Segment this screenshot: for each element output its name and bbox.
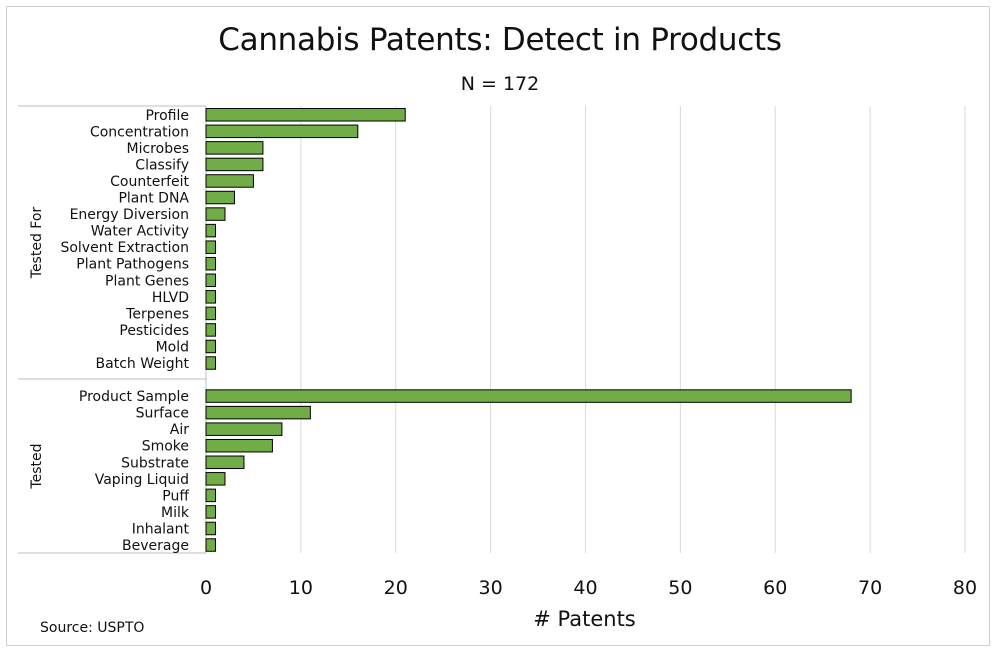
- chart-frame: [6, 6, 990, 646]
- x-tick-label: 80: [953, 577, 977, 599]
- x-tick-labels: 0 10 20 30 40 50 60 70 80: [200, 577, 977, 599]
- x-tick-label: 70: [858, 577, 882, 599]
- category-label: Vaping Liquid: [95, 472, 189, 488]
- bar: [205, 438, 273, 453]
- category-label: Surface: [136, 406, 189, 422]
- category-label: Substrate: [121, 455, 189, 471]
- category-label: Water Activity: [91, 224, 189, 240]
- bar: [205, 505, 216, 519]
- bar: [205, 240, 216, 254]
- bar: [205, 455, 245, 470]
- category-label: Milk: [161, 505, 190, 521]
- category-label: Beverage: [122, 538, 189, 554]
- category-label: Counterfeit: [110, 174, 189, 190]
- bar: [205, 389, 852, 403]
- bar: [205, 290, 216, 304]
- bar: [205, 273, 216, 288]
- category-label: Inhalant: [132, 521, 190, 537]
- category-labels: ProfileConcentrationMicrobesClassifyCoun…: [60, 108, 189, 554]
- bar: [205, 124, 359, 139]
- category-label: Pesticides: [119, 323, 189, 339]
- category-label: Puff: [162, 488, 189, 504]
- group-label: Tested For: [29, 207, 45, 280]
- bar: [205, 256, 216, 271]
- category-label: Plant DNA: [118, 191, 189, 207]
- bar: [205, 157, 264, 172]
- category-label: Concentration: [90, 124, 189, 140]
- bar: [205, 422, 283, 436]
- category-label: Plant Genes: [105, 273, 189, 289]
- category-label: Energy Diversion: [70, 207, 189, 223]
- bar: [205, 538, 216, 552]
- x-tick-label: 20: [384, 577, 408, 599]
- bar: [205, 356, 216, 370]
- chart-subtitle: N = 172: [460, 73, 540, 95]
- chart-title: Cannabis Patents: Detect in Products: [218, 22, 782, 58]
- bar: [205, 472, 226, 486]
- group-labels: Tested For Tested: [29, 207, 45, 490]
- bar: [205, 207, 226, 221]
- category-label: Product Sample: [79, 389, 189, 405]
- gridlines: [300, 106, 966, 553]
- bar: [205, 306, 216, 321]
- category-label: Batch Weight: [96, 356, 190, 372]
- bar: [205, 339, 216, 354]
- x-tick-label: 40: [573, 577, 597, 599]
- source-note: Source: USPTO: [40, 620, 145, 636]
- bars: [205, 108, 852, 552]
- category-label: Microbes: [127, 141, 189, 157]
- bar: [205, 323, 216, 337]
- category-label: Plant Pathogens: [76, 257, 189, 273]
- group-label: Tested: [29, 443, 45, 489]
- x-tick-label: 50: [668, 577, 692, 599]
- bar: [205, 405, 311, 420]
- bar: [205, 488, 216, 503]
- category-label: Solvent Extraction: [60, 240, 189, 256]
- bar: [205, 223, 216, 238]
- bar: [205, 141, 264, 155]
- x-axis-title: # Patents: [533, 607, 636, 631]
- bar: [205, 521, 216, 536]
- category-label: Profile: [145, 108, 189, 124]
- x-tick-label: 10: [289, 577, 313, 599]
- bar: [205, 108, 406, 122]
- x-tick-label: 30: [479, 577, 503, 599]
- x-tick-label: 0: [200, 577, 212, 599]
- category-label: Terpenes: [125, 306, 189, 322]
- category-label: HLVD: [152, 290, 189, 306]
- bar: [205, 190, 235, 205]
- x-tick-label: 60: [763, 577, 787, 599]
- category-label: Air: [170, 422, 189, 438]
- category-label: Smoke: [142, 439, 189, 455]
- bar: [205, 174, 254, 188]
- category-label: Mold: [156, 339, 189, 355]
- category-label: Classify: [135, 157, 189, 173]
